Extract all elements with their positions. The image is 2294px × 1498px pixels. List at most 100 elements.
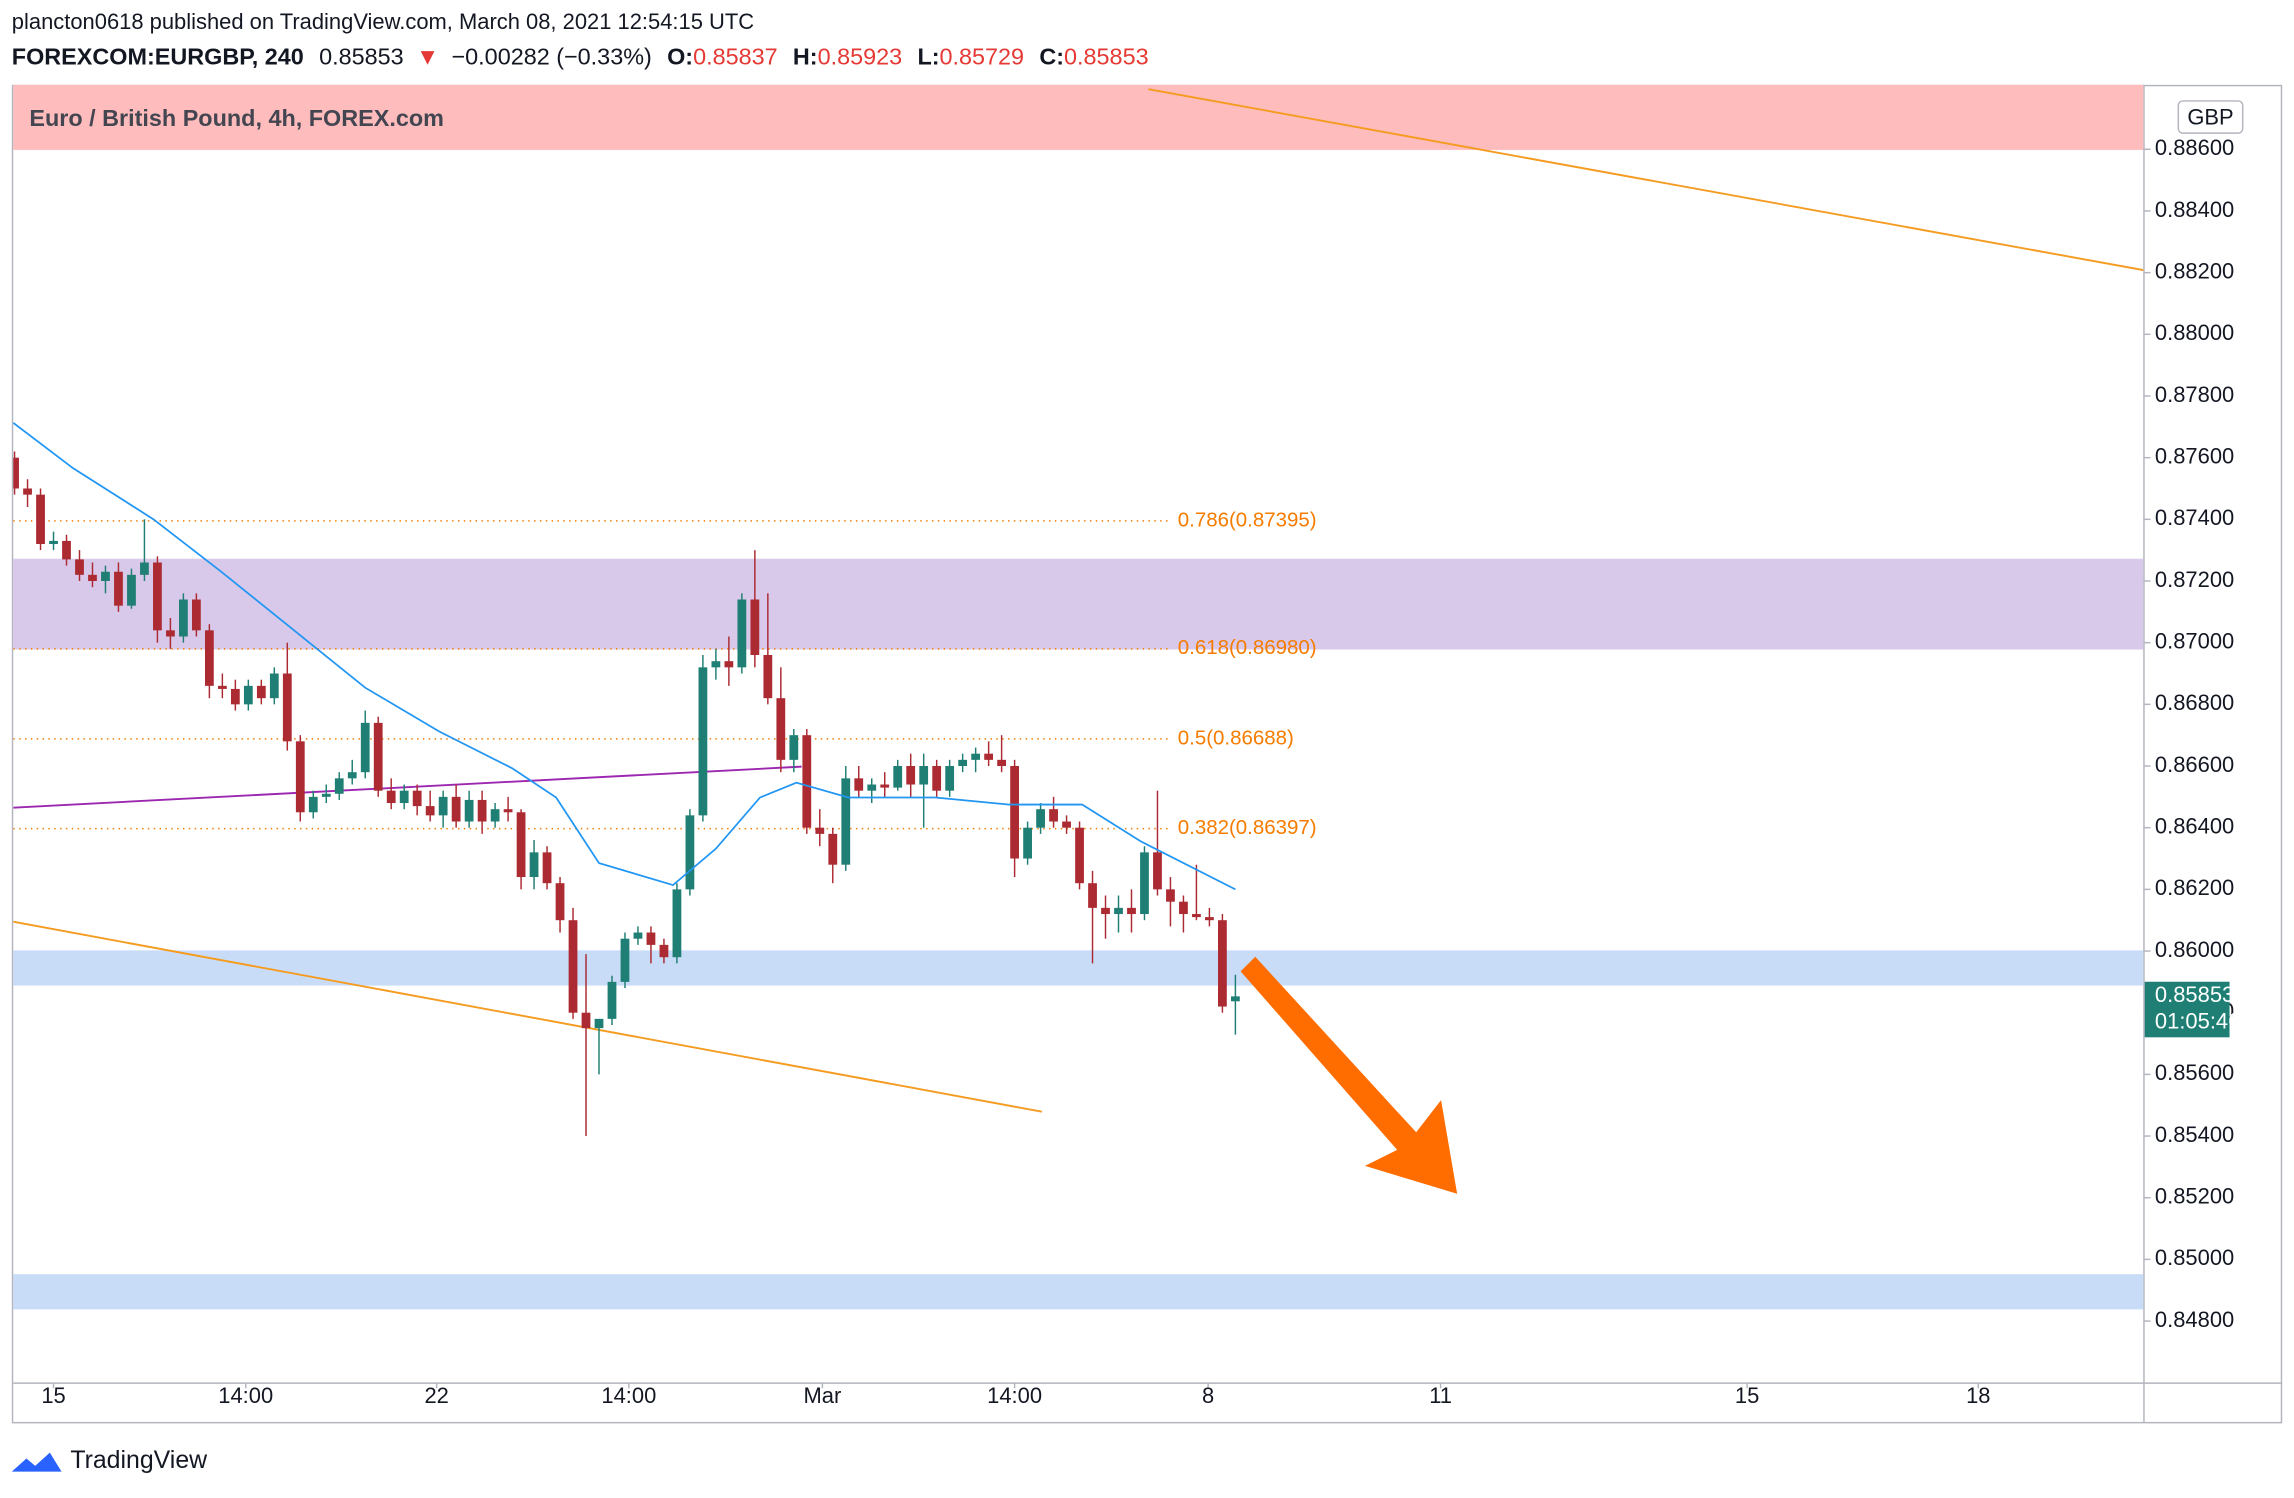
price: 0.85853	[319, 44, 404, 70]
candle-body	[607, 981, 617, 1019]
candle-body	[1114, 907, 1123, 915]
candle-body	[1231, 996, 1240, 1002]
c-key: C:	[1039, 44, 1064, 70]
y-tick-label: 0.87800	[2155, 382, 2234, 407]
y-tick-label: 0.86600	[2155, 752, 2234, 777]
candle-body	[763, 655, 773, 699]
o-key: O:	[667, 44, 693, 70]
y-tick-label: 0.86800	[2155, 690, 2234, 715]
candle-body	[153, 562, 162, 631]
c-val: 0.85853	[1064, 44, 1149, 70]
candle-body	[1088, 883, 1097, 908]
candle-body	[490, 809, 500, 822]
candle-body	[776, 698, 786, 760]
candle-body	[594, 1018, 604, 1029]
candle-body	[568, 920, 578, 1013]
candle-body	[880, 784, 890, 788]
candle-body	[23, 488, 32, 495]
candle-body	[997, 759, 1007, 767]
candle-body	[945, 766, 955, 791]
candle-body	[659, 944, 669, 958]
l-val: 0.85729	[940, 44, 1025, 70]
y-tick-label: 0.87200	[2155, 567, 2234, 592]
candle-body	[88, 574, 97, 582]
candle-body	[101, 571, 110, 582]
h-val: 0.85923	[818, 44, 903, 70]
candle-body	[230, 688, 240, 705]
fib-label: 0.786(0.87395)	[1178, 508, 1317, 531]
zone	[13, 558, 2144, 650]
symbol: FOREXCOM:EURGBP, 240	[12, 44, 304, 70]
candle-body	[217, 685, 227, 689]
candle-body	[204, 630, 214, 686]
candle-body	[36, 494, 45, 544]
candle-body	[321, 793, 331, 797]
x-tick-label: 15	[1735, 1383, 1759, 1408]
candle-body	[1036, 809, 1045, 828]
candle-body	[62, 540, 71, 560]
candle-body	[1049, 809, 1058, 822]
moving-average	[13, 422, 1236, 891]
x-tick-label: 22	[424, 1383, 448, 1408]
candle-body	[932, 766, 942, 791]
chart-title: Euro / British Pound, 4h, FOREX.com	[29, 105, 444, 131]
zone	[13, 950, 2144, 986]
candle-body	[672, 889, 682, 958]
candle-body	[140, 562, 149, 575]
y-tick-label: 0.86400	[2155, 813, 2234, 838]
currency-box	[2177, 100, 2244, 134]
y-tick-label: 0.85600	[2155, 1060, 2234, 1085]
currency: GBP	[2187, 104, 2233, 129]
candle-body	[477, 799, 487, 822]
countdown: 01:05:46	[2155, 1008, 2240, 1033]
candle-body	[815, 827, 825, 834]
y-tick-label: 0.85400	[2155, 1122, 2234, 1147]
candle-body	[841, 778, 851, 865]
candle-body	[1153, 852, 1162, 890]
candle-body	[166, 630, 175, 637]
candle-body	[334, 778, 344, 794]
candle-body	[191, 599, 201, 631]
candle-body	[828, 833, 838, 865]
zone	[13, 1274, 2144, 1310]
candle-body	[789, 735, 799, 760]
candle-body	[49, 540, 58, 544]
candle-body	[1075, 827, 1084, 884]
candle-body	[295, 741, 305, 813]
candle-body	[399, 790, 409, 804]
candle-body	[347, 772, 357, 779]
candle-body	[1062, 821, 1071, 828]
candle-body	[1192, 914, 1201, 918]
candle-body	[737, 599, 747, 668]
frame	[11, 84, 2283, 1424]
trendline	[13, 765, 802, 809]
candle-body	[971, 753, 981, 760]
trendline	[1148, 88, 2144, 272]
candle-body	[516, 812, 526, 878]
candle-body	[1166, 889, 1175, 902]
candle-body	[854, 778, 864, 791]
fib-label: 0.618(0.86980)	[1178, 636, 1317, 659]
candle-body	[269, 673, 279, 699]
candle-body	[1127, 907, 1136, 915]
candle-body	[529, 852, 539, 878]
y-tick-label: 0.88000	[2155, 320, 2234, 345]
candle-body	[958, 759, 968, 767]
candle-body	[386, 790, 396, 804]
forecast-arrow	[1240, 956, 1458, 1194]
x-tick-label: 14:00	[987, 1383, 1042, 1408]
y-tick-label: 0.88400	[2155, 197, 2234, 222]
h-key: H:	[793, 44, 818, 70]
candle-body	[282, 673, 292, 742]
candle-body	[711, 661, 721, 668]
candle-body	[906, 766, 916, 785]
candle-body	[724, 661, 734, 668]
x-tick-label: 14:00	[601, 1383, 656, 1408]
y-tick-label: 0.87000	[2155, 628, 2234, 653]
x-tick-label: 15	[41, 1383, 65, 1408]
candle-body	[685, 815, 695, 890]
y-tick-label: 0.88200	[2155, 258, 2234, 283]
candle-body	[984, 753, 994, 760]
candle-body	[243, 685, 253, 705]
